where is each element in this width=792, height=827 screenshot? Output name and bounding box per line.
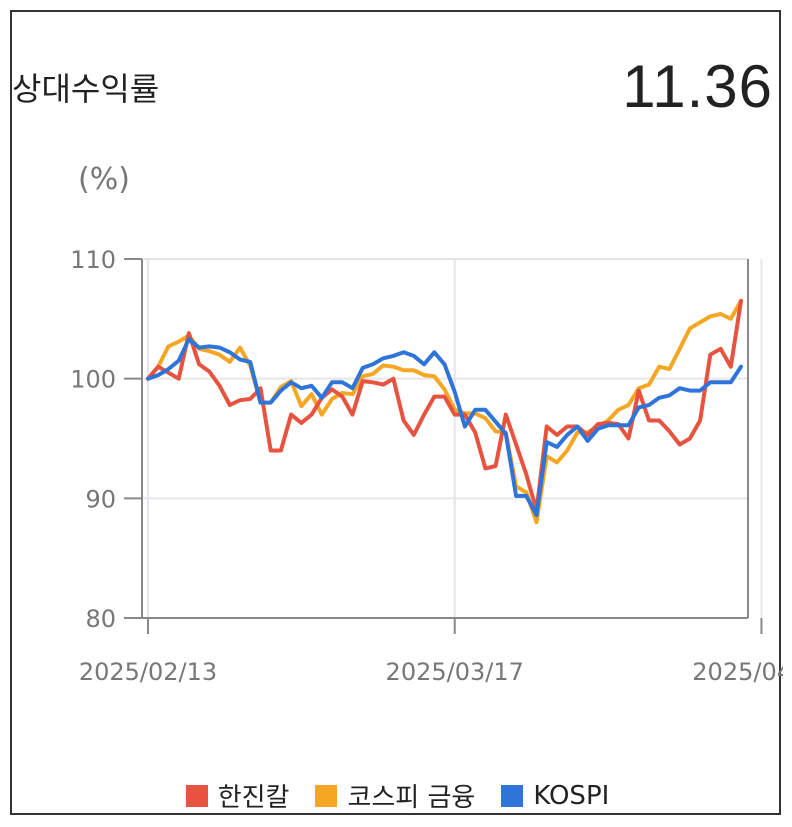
line-chart: 110 100 90 80 2025/02/13 2025/03/17 2025/04/15 (70, 246, 783, 686)
current-value: 11.36 (622, 53, 773, 120)
y-tick-label: 90 (85, 485, 116, 513)
legend: 한진칼 코스피 금융 KOSPI (12, 777, 783, 814)
chart-title: 상대수익률 (12, 70, 160, 108)
chart-card: 상대수익률 11.36 (%) 110 100 90 80 2025/02/13 2025… (10, 10, 783, 815)
x-tick-label: 2025/03/17 (386, 658, 524, 686)
x-tick-label: 2025/04/15 (692, 658, 783, 686)
series-line-3 (146, 337, 743, 518)
legend-swatch (315, 784, 338, 807)
series-line-1 (146, 298, 743, 513)
x-tick-label: 2025/02/13 (79, 658, 217, 686)
y-tick-label: 100 (70, 366, 116, 394)
y-tick-label: 110 (70, 246, 116, 274)
series-line-2 (146, 298, 743, 525)
legend-item: KOSPI (501, 777, 609, 814)
legend-swatch (501, 784, 524, 807)
y-tick-label: 80 (85, 605, 116, 633)
legend-item: 코스피 금융 (315, 777, 475, 814)
legend-swatch (185, 784, 208, 807)
legend-label: KOSPI (533, 780, 610, 811)
legend-label: 한진칼 (217, 783, 290, 813)
legend-item: 한진칼 (185, 777, 290, 814)
unit-label: (%) (78, 162, 130, 197)
legend-label: 코스피 금융 (347, 783, 476, 813)
